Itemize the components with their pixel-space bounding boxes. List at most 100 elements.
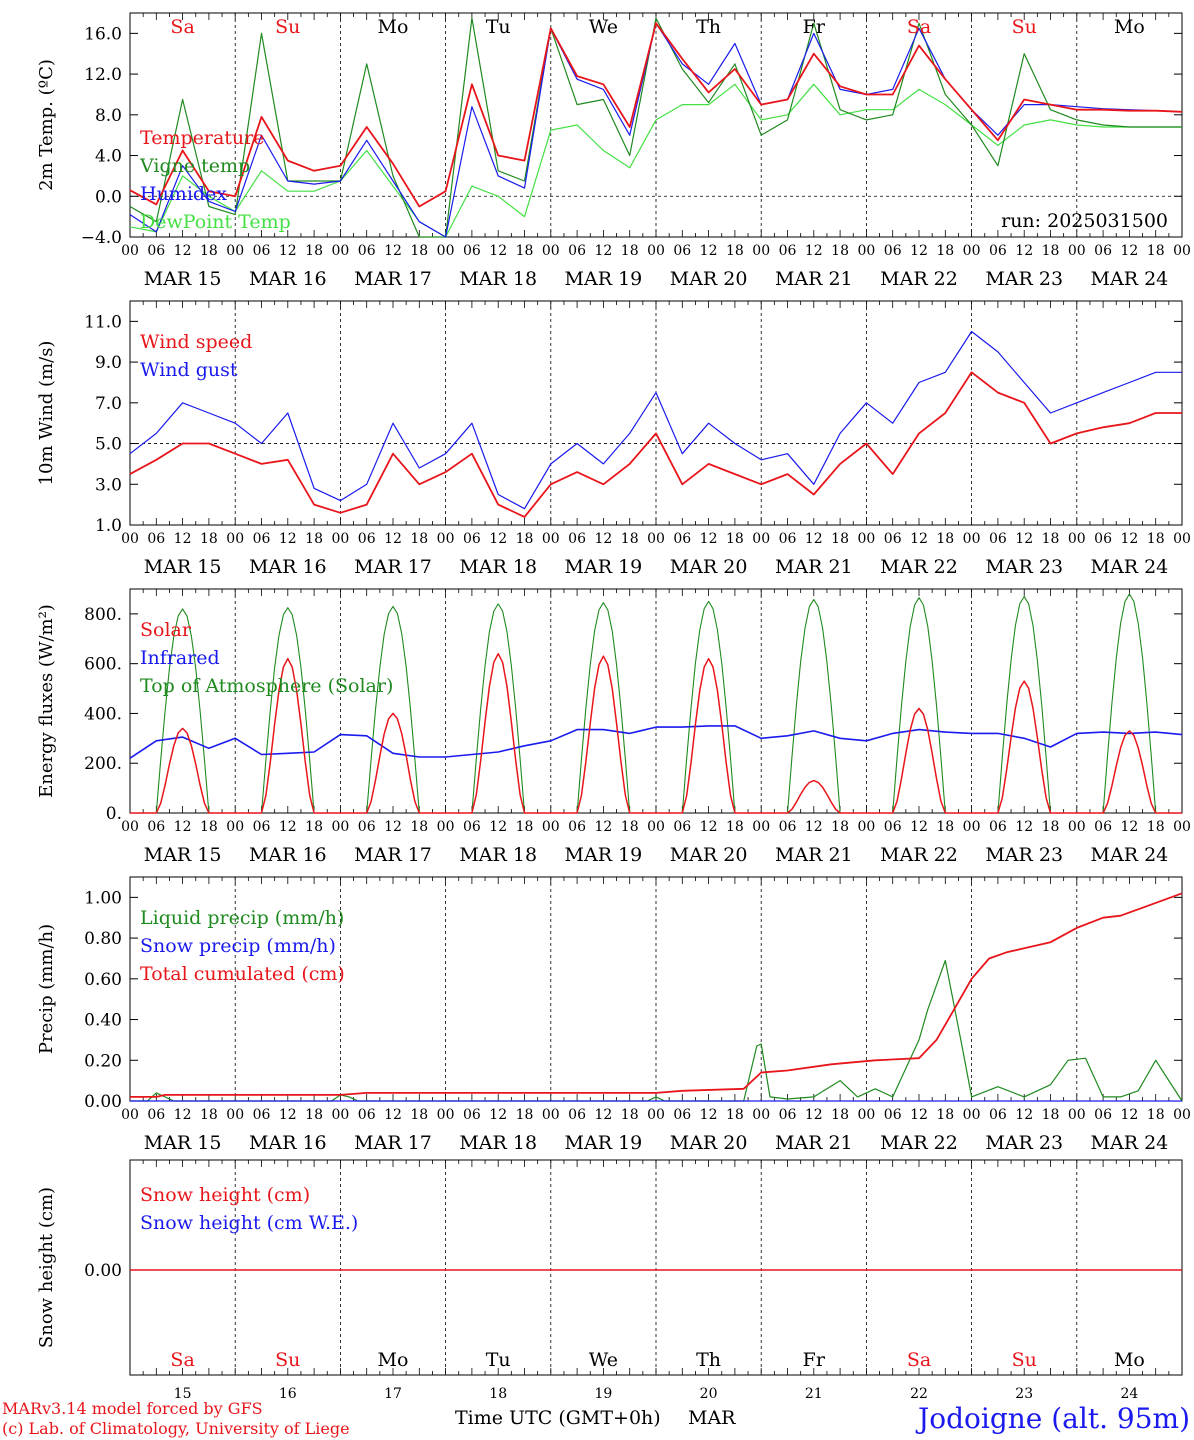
hour-tick-label: 12: [279, 243, 297, 259]
hour-tick-label: 18: [410, 531, 428, 547]
hour-tick-label: 00: [857, 243, 875, 259]
hour-tick-label: 06: [253, 243, 271, 259]
date-label: MAR 18: [459, 844, 537, 866]
hour-tick-label: 12: [700, 243, 718, 259]
hour-tick-label: 06: [989, 243, 1007, 259]
legend-entry: Wind speed: [140, 331, 252, 353]
day-number-label: 17: [384, 1386, 402, 1402]
date-label: MAR 17: [354, 556, 432, 578]
hour-tick-label: 18: [726, 243, 744, 259]
hour-tick-label: 12: [910, 819, 928, 835]
hour-tick-label: 12: [805, 1107, 823, 1123]
weekday-label: Sa: [170, 1349, 194, 1371]
legend-entry: Temperature: [140, 127, 264, 149]
hour-tick-label: 00: [1173, 531, 1191, 547]
hour-tick-label: 00: [1068, 243, 1086, 259]
ytick-label: 800.: [84, 605, 122, 625]
ytick-label: 16.0: [84, 24, 122, 44]
hour-tick-label: 06: [463, 1107, 481, 1123]
ytick-label: 0.20: [84, 1051, 122, 1071]
weekday-label: Mo: [378, 1349, 409, 1371]
hour-tick-label: 18: [1147, 243, 1165, 259]
legend-entry: Vigne temp: [139, 155, 250, 177]
hour-tick-label: 18: [1042, 243, 1060, 259]
series-line-0-3: [129, 83, 1182, 238]
ytick-label: 0.40: [84, 1011, 122, 1031]
hour-tick-label: 12: [594, 531, 612, 547]
hour-tick-label: 00: [647, 819, 665, 835]
hour-tick-label: 06: [568, 531, 586, 547]
weekday-label: Su: [275, 1349, 300, 1371]
run-annotation: run: 2025031500: [1001, 210, 1168, 232]
hour-tick-label: 06: [147, 819, 165, 835]
hour-tick-label: 12: [700, 1107, 718, 1123]
hour-tick-label: 00: [963, 1107, 981, 1123]
hour-tick-label: 12: [805, 531, 823, 547]
hour-tick-label: 06: [568, 1107, 586, 1123]
ytick-label: 7.0: [95, 394, 122, 414]
hour-tick-label: 00: [963, 531, 981, 547]
hour-tick-label: 00: [331, 819, 349, 835]
hour-tick-label: 18: [516, 819, 534, 835]
ytick-label: 0.: [106, 804, 122, 824]
hour-tick-label: 12: [174, 243, 192, 259]
hour-tick-label: 12: [489, 243, 507, 259]
date-label: MAR 22: [880, 268, 958, 290]
y-axis-label: Precip (mm/h): [36, 924, 57, 1054]
hour-tick-label: 12: [174, 819, 192, 835]
hour-tick-label: 18: [1042, 819, 1060, 835]
hour-tick-label: 18: [1147, 1107, 1165, 1123]
hour-tick-label: 06: [147, 1107, 165, 1123]
hour-tick-label: 00: [1068, 819, 1086, 835]
ytick-label: 8.0: [95, 106, 122, 126]
hour-tick-label: 06: [147, 531, 165, 547]
series-line-3-2: [130, 892, 1183, 1098]
hour-tick-label: 06: [1094, 531, 1112, 547]
series-line-2-0: [130, 652, 1182, 814]
hour-tick-label: 00: [1173, 819, 1191, 835]
date-label: MAR 15: [144, 1132, 222, 1154]
hour-tick-label: 18: [305, 1107, 323, 1123]
hour-tick-label: 00: [437, 243, 455, 259]
date-label: MAR 23: [985, 844, 1063, 866]
hour-tick-label: 18: [936, 243, 954, 259]
hour-tick-label: 12: [489, 531, 507, 547]
hour-tick-label: 12: [805, 819, 823, 835]
series-line-1-0: [129, 371, 1182, 518]
hour-tick-label: 12: [1015, 1107, 1033, 1123]
ytick-label: 0.0: [95, 187, 122, 207]
panel-frame-4: [129, 1159, 1183, 1376]
date-label: MAR 23: [985, 268, 1063, 290]
hour-tick-label: 06: [989, 531, 1007, 547]
day-number-label: 23: [1015, 1386, 1033, 1402]
legend-entry: Humidex: [140, 183, 227, 205]
date-label: MAR 17: [354, 268, 432, 290]
date-label: MAR 17: [354, 844, 432, 866]
hour-tick-label: 12: [700, 819, 718, 835]
hour-tick-label: 06: [779, 243, 797, 259]
weekday-label: Sa: [907, 16, 931, 38]
hour-tick-label: 00: [857, 819, 875, 835]
hour-tick-label: 00: [226, 531, 244, 547]
hour-tick-label: 18: [621, 531, 639, 547]
legend-entry: Snow height (cm W.E.): [140, 1212, 358, 1234]
ytick-label: 3.0: [95, 475, 122, 495]
ytick-label: 4.0: [95, 147, 122, 167]
hour-tick-label: 06: [147, 243, 165, 259]
date-label: MAR 22: [880, 844, 958, 866]
date-label: MAR 21: [775, 556, 853, 578]
hour-tick-label: 06: [463, 819, 481, 835]
legend-entry: Snow precip (mm/h): [140, 935, 336, 957]
hour-tick-label: 00: [647, 531, 665, 547]
weekday-label: Th: [696, 1349, 721, 1371]
hour-tick-label: 18: [936, 531, 954, 547]
hour-tick-label: 06: [1094, 243, 1112, 259]
date-label: MAR 19: [565, 1132, 643, 1154]
series-line-1-1: [129, 330, 1182, 510]
hour-tick-label: 00: [647, 1107, 665, 1123]
hour-tick-label: 06: [673, 531, 691, 547]
ytick-label: 600.: [84, 655, 122, 675]
legend-entry: Solar: [140, 619, 192, 641]
